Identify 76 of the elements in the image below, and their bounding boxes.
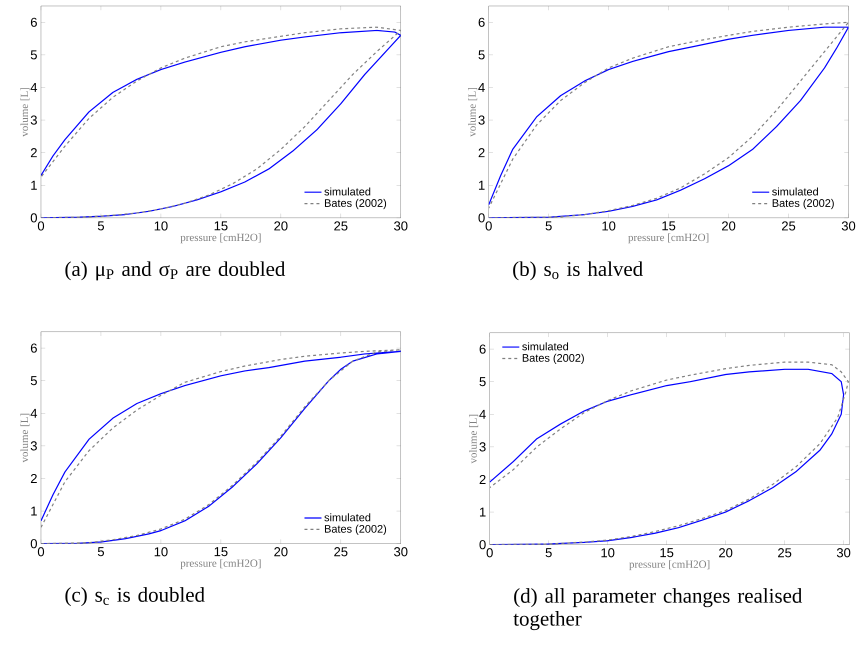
y-tick-label: 0 [30,213,37,223]
y-tick-label: 4 [30,409,38,418]
y-tick-label: 0 [30,539,37,548]
text: (d) all parameter changes realised together [513,588,802,630]
y-tick-label: 3 [30,441,37,451]
y-tick-label: 5 [30,50,37,60]
x-tick-label: 20 [722,222,736,231]
x-tick-label: 5 [98,222,104,231]
y-axis-title: volume [L] [469,414,478,464]
x-tick-label: 0 [38,222,44,231]
y-tick-label: 1 [31,181,37,190]
legend-label: simulated [522,342,568,351]
y-tick-label: 6 [478,18,485,28]
y-tick-label: 0 [479,540,486,550]
x-axis-title: pressure [cmH2O] [180,559,261,570]
x-tick-label: 0 [486,548,493,558]
x-tick-label: 10 [601,548,614,558]
x-tick-label: 15 [660,548,674,558]
x-tick-label: 10 [602,222,616,231]
x-tick-label: 20 [719,548,732,558]
y-tick-label: 5 [478,50,485,60]
legend-label: simulated [772,188,818,196]
legend-label: Bates (2002) [324,199,386,210]
x-tick-label: 15 [214,547,228,556]
legend-label: simulated [324,188,370,196]
y-tick-label: 2 [478,148,485,158]
y-tick-label: 6 [30,344,37,353]
x-tick-label: 20 [274,547,288,557]
x-tick-label: 25 [778,548,792,558]
y-tick-label: 2 [480,475,486,484]
y-tick-label: 6 [30,18,37,28]
legend-label: Bates (2002) [772,199,834,210]
y-tick-label: 6 [480,344,486,354]
x-tick-label: 20 [274,222,288,231]
x-tick-label: 30 [394,222,408,231]
x-tick-label: 25 [782,222,796,231]
x-axis-title: pressure [cmH2O] [628,234,708,244]
text: (b) s$_{o}$ is halved [513,262,643,281]
y-tick-label: 3 [479,442,486,452]
x-tick-label: 25 [334,222,348,231]
x-tick-label: 0 [486,222,492,231]
x-tick-label: 30 [842,222,856,231]
x-tick-label: 0 [38,547,44,557]
y-axis-title: volume [L] [20,414,30,463]
x-tick-label: 15 [214,222,228,231]
y-axis-title: volume [L] [468,88,478,137]
y-tick-label: 1 [478,181,485,190]
y-tick-label: 5 [30,376,37,386]
y-tick-label: 4 [30,83,38,92]
x-axis-title: pressure [cmH2O] [629,560,710,570]
y-tick-label: 1 [480,508,486,517]
text: (c) s$_{c}$ is doubled [65,587,205,606]
text: (a) μ$_{P}$ and σ$_{P}$ are doubled [65,262,286,281]
y-tick-label: 5 [480,377,486,386]
x-tick-label: 10 [154,547,168,557]
x-tick-label: 30 [836,548,850,558]
y-tick-label: 2 [30,148,37,158]
x-tick-label: 10 [154,222,168,231]
legend-label: Bates (2002) [522,354,584,364]
x-tick-label: 25 [334,547,348,557]
y-tick-label: 1 [31,506,37,516]
y-tick-label: 3 [30,116,37,125]
x-tick-label: 5 [546,548,552,558]
y-tick-label: 4 [479,410,486,419]
legend-label: Bates (2002) [324,524,386,536]
legend-label: simulated [324,513,370,522]
x-tick-label: 5 [98,547,104,556]
x-tick-label: 30 [394,547,408,557]
y-tick-label: 2 [30,474,37,484]
y-axis-title: volume [L] [20,88,30,137]
y-tick-label: 4 [478,83,485,92]
y-tick-label: 3 [478,116,485,125]
y-tick-label: 0 [478,213,485,223]
x-tick-label: 5 [546,222,552,231]
x-tick-label: 15 [662,222,676,231]
x-axis-title: pressure [cmH2O] [180,234,261,244]
